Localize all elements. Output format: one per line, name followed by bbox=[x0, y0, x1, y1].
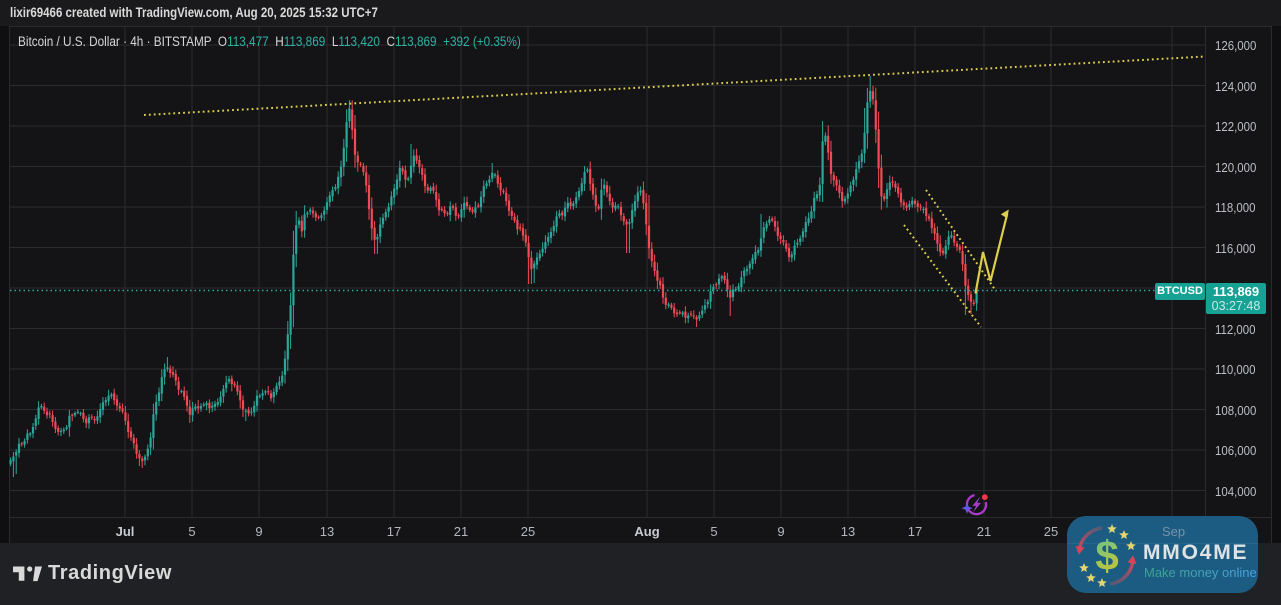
svg-text:$: $ bbox=[1095, 532, 1118, 579]
